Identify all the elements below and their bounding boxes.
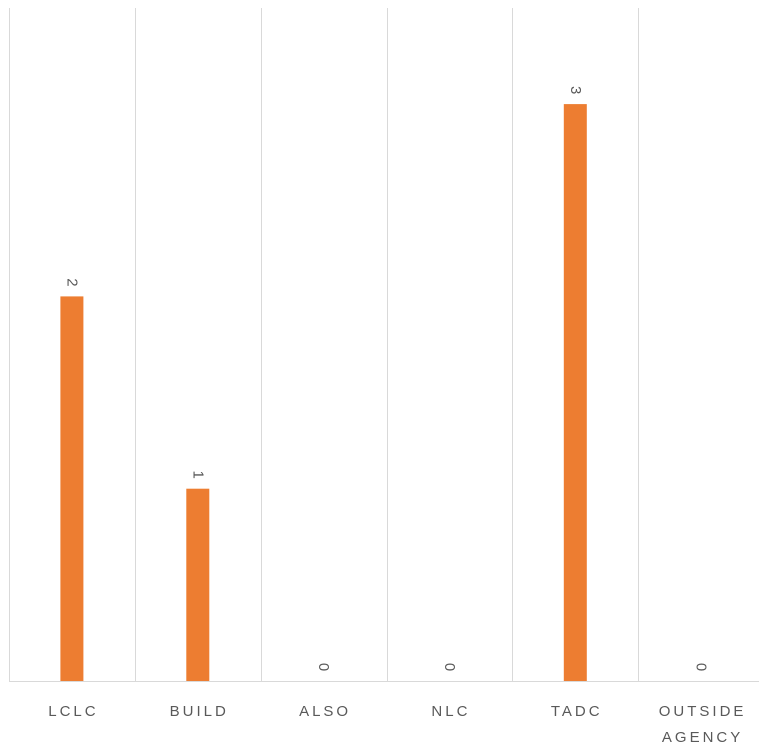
bar-tadc [563,104,587,682]
x-tick-label-also: ALSO [299,703,351,720]
data-label-lclc: 2 [63,278,80,286]
x-tick-label-lclc: LCLC [48,703,98,720]
grid-lines [9,8,639,681]
x-tick-label-nlc: NLC [431,703,470,720]
data-label-tadc: 3 [567,86,584,94]
x-axis-tick-labels: LCLC BUILD ALSO NLC TADC OUTSIDE AGENCY [48,703,747,744]
x-tick-label-tadc: TADC [551,703,603,720]
data-labels: 2 1 0 0 3 0 [63,86,709,671]
bar-lclc [60,296,84,681]
data-label-also: 0 [315,663,332,671]
data-label-outside-agency: 0 [693,663,710,671]
data-label-build: 1 [189,471,206,479]
x-tick-label-build: BUILD [170,703,229,720]
bar-build [186,488,210,681]
x-tick-label-outside-agency: OUTSIDE AGENCY [659,703,747,744]
bars [60,104,587,682]
data-label-nlc: 0 [441,663,458,671]
